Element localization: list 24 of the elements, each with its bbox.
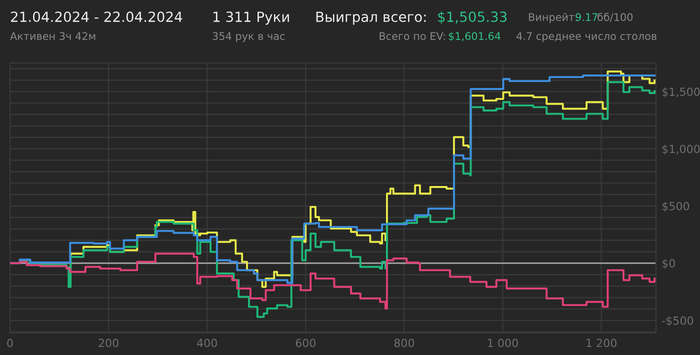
y-tick-label: $500	[662, 202, 690, 212]
y-tick-label: $1,500	[662, 87, 700, 98]
text: Всего по EV:	[380, 32, 445, 40]
text: $1,505.33	[438, 11, 507, 24]
text: 4.7 среднее число столов	[516, 32, 656, 42]
y-tick-label: -$500	[662, 316, 694, 326]
x-tick-label: 800	[394, 338, 414, 348]
y-tick-label: $1,000	[662, 144, 700, 155]
x-tick-label: 600	[296, 338, 316, 348]
chart-subtitle: Активен 3ч 42м	[10, 32, 96, 40]
text: Выиграл всего:	[316, 12, 426, 25]
text: $1,601.64	[448, 32, 500, 42]
x-tick-label: 200	[98, 338, 118, 348]
x-tick-label: 1 000	[488, 338, 518, 348]
x-tick-label: 0	[7, 338, 13, 348]
x-tick-label: 400	[197, 338, 217, 348]
chart-title: 21.04.2024 - 22.04.2024	[11, 12, 182, 22]
text: бб/100	[598, 12, 633, 22]
text: 354 рук в час	[212, 32, 285, 42]
text: 1 311 Руки	[214, 12, 289, 25]
text: 9.17	[576, 13, 598, 22]
x-tick-label: 1 200	[586, 338, 616, 348]
y-tick-label: $0	[662, 258, 675, 270]
text: Винрейт:	[529, 13, 577, 24]
